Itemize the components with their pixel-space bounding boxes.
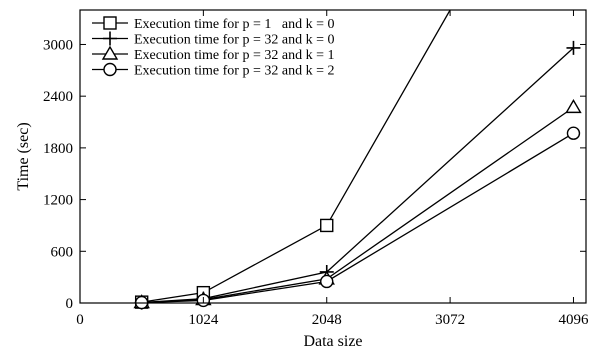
y-tick-label: 1200 (43, 193, 73, 209)
plot-lines (141, 10, 574, 303)
series-line-4 (141, 132, 574, 303)
legend-entry: Execution time for p = 32 and k = 1 (134, 48, 334, 63)
plot-frame (79, 9, 587, 304)
series-4-point (320, 274, 334, 289)
legend-entry: Execution time for p = 1 and k = 0 (134, 17, 334, 32)
legend: Execution time for p = 1 and k = 0Execut… (92, 16, 334, 79)
legend-marker (103, 62, 117, 77)
x-tick-label: 3072 (435, 312, 465, 328)
legend-marker (103, 31, 117, 46)
series-line-1 (141, 10, 451, 303)
legend-entry: Execution time for p = 32 and k = 0 (134, 33, 334, 48)
legend-marker (103, 16, 117, 30)
y-axis: 0 600 1200 1800 2400 3000 (43, 37, 586, 312)
y-tick-label: 2400 (43, 89, 73, 105)
x-tick-label: 4096 (558, 312, 589, 328)
series-2-point (566, 40, 581, 55)
y-tick-label: 3000 (43, 37, 73, 53)
x-tick-label: 1024 (188, 312, 219, 328)
series-4-point (566, 126, 581, 140)
plot-markers (133, 40, 582, 310)
x-tick-label: 2048 (312, 312, 342, 328)
y-tick-label: 0 (66, 296, 74, 312)
legend-marker (101, 45, 119, 60)
y-tick-label: 600 (51, 244, 74, 260)
series-3-point (565, 98, 582, 114)
x-axis-title: Data size (303, 333, 362, 350)
legend-entry: Execution time for p = 32 and k = 2 (134, 64, 334, 79)
y-tick-label: 1800 (43, 141, 73, 157)
y-axis-title: Time (sec) (15, 122, 32, 190)
series-1-point (320, 218, 334, 233)
series-line-3 (141, 106, 574, 303)
x-tick-label: 0 (76, 312, 84, 328)
x-axis: 0 1024 2048 3072 4096 (76, 10, 589, 328)
series-line-2 (141, 47, 574, 303)
